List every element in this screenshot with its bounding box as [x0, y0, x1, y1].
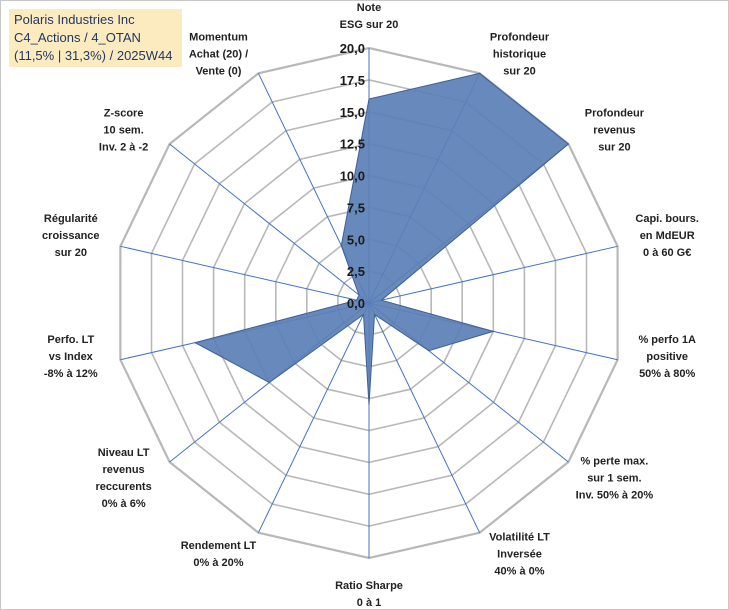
tick-label: 7,5 — [347, 200, 365, 215]
tick-label: 5,0 — [347, 232, 365, 247]
axis-label-13: Z-score 10 sem. Inv. 2 à -2 — [99, 107, 148, 153]
axis-spoke-9 — [257, 302, 370, 533]
tick-label: 12,5 — [340, 137, 365, 152]
tick-label: 10,0 — [340, 169, 365, 184]
axis-spoke-13 — [169, 143, 370, 304]
axis-label-8: Ratio Sharpe 0 à 1 — [335, 580, 403, 609]
category-label: C4_Actions / 4_OTAN — [14, 30, 141, 45]
axis-spoke-4 — [368, 245, 618, 304]
tick-label: 20,0 — [340, 41, 365, 56]
axis-label-3: Profondeur revenus sur 20 — [585, 107, 645, 153]
tick-label: 2,5 — [347, 264, 365, 279]
tick-label: 17,5 — [340, 73, 365, 88]
axis-label-12: Régularité croissance sur 20 — [42, 213, 99, 259]
axis-spoke-7 — [368, 302, 481, 533]
data-series-area — [193, 72, 570, 406]
tick-label: 0,0 — [347, 296, 365, 311]
tick-label: 15,0 — [340, 105, 365, 120]
axis-label-14: Momentum Achat (20) / Vente (0) — [189, 32, 248, 78]
performance-period: (11,5% | 31,3%) / 2025W44 — [14, 48, 173, 63]
axis-label-11: Perfo. LT vs Index -8% à 12% — [44, 334, 98, 380]
axis-label-7: Volatilité LT Inversée 40% à 0% — [489, 532, 550, 578]
axis-label-9: Rendement LT 0% à 20% — [181, 540, 257, 569]
company-name: Polaris Industries Inc — [14, 12, 135, 27]
axis-label-6: % perte max. sur 1 sem. Inv. 50% à 20% — [576, 456, 654, 502]
chart-title-box: Polaris Industries Inc C4_Actions / 4_OT… — [9, 9, 182, 67]
axis-label-5: % perfo 1A positive 50% à 80% — [638, 334, 696, 380]
axis-label-10: Niveau LT revenus reccurents 0% à 6% — [95, 447, 151, 510]
axis-spoke-12 — [120, 245, 370, 304]
axis-label-1: Note ESG sur 20 — [340, 2, 399, 31]
axis-label-4: Capi. bours. en MdEUR 0 à 60 G€ — [635, 213, 699, 259]
axis-label-2: Profondeur historique sur 20 — [490, 32, 550, 78]
